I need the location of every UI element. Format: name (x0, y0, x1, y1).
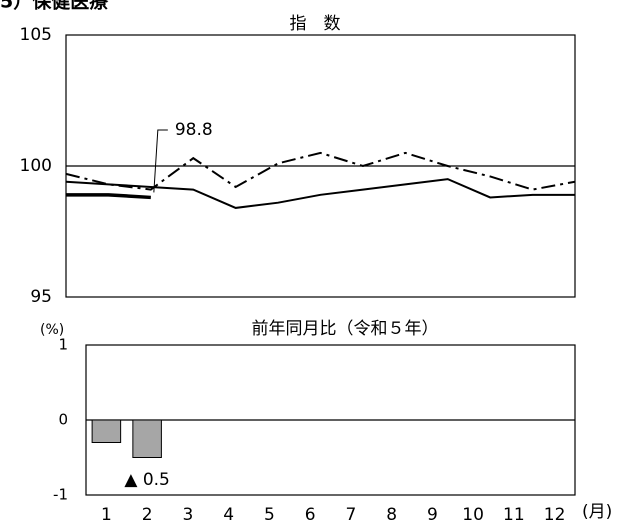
x-tick-label: 7 (345, 505, 356, 525)
x-tick-label: 2 (142, 505, 153, 525)
annotation: 98.8 (175, 120, 213, 140)
x-tick-label: 9 (427, 505, 438, 525)
bar (91, 419, 122, 443)
x-tick-label: 8 (386, 505, 397, 525)
x-tick-label: 12 (544, 505, 566, 525)
x-tick-label: 3 (182, 505, 193, 525)
x-tick-label: 4 (223, 505, 234, 525)
x-tick-label: 1 (101, 505, 112, 525)
value-label: ▲ 0.5 (124, 470, 170, 490)
chart-title: 前年同月比（令和５年） (252, 319, 439, 339)
y-tick-label: 95 (30, 287, 52, 307)
x-tick-label: 5 (264, 505, 275, 525)
y-tick-label: -1 (53, 486, 68, 504)
y-tick-label: 1 (58, 336, 68, 354)
y-tick-label: 0 (58, 411, 68, 429)
y-unit: (%) (40, 322, 64, 338)
x-unit: (月) (582, 502, 612, 522)
series-line (65, 151, 576, 191)
bar (132, 419, 162, 458)
x-tick-label: 10 (462, 505, 484, 525)
annotation-leader (153, 129, 168, 193)
page-title: 5）保健医療 (0, 0, 109, 13)
chart-title: 指 数 (290, 14, 341, 34)
series-line (66, 193, 151, 200)
y-tick-label: 105 (20, 25, 52, 45)
x-tick-label: 6 (305, 505, 316, 525)
x-tick-label: 11 (503, 505, 525, 525)
y-tick-label: 100 (20, 156, 52, 176)
series-line (65, 178, 575, 209)
